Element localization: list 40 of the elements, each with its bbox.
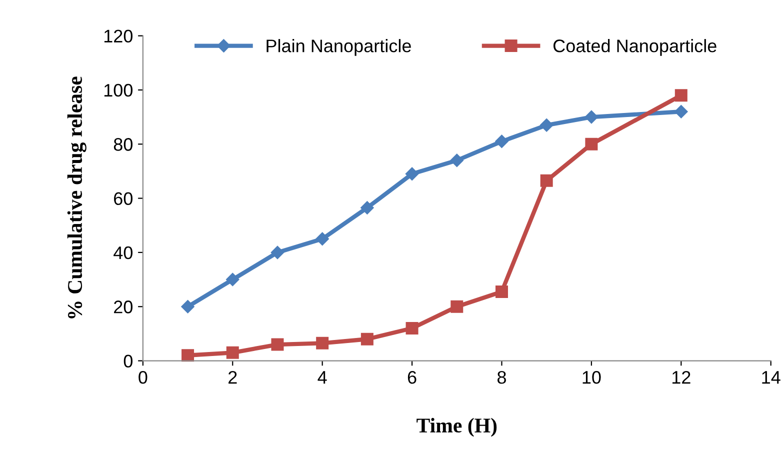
x-tick-label: 14 <box>762 371 780 384</box>
point <box>584 110 598 124</box>
point <box>226 346 239 359</box>
point <box>674 89 688 102</box>
point <box>316 232 329 246</box>
y-tick-label: 0 <box>124 354 132 368</box>
point <box>271 338 284 351</box>
point <box>674 105 688 118</box>
x-tick-label: 6 <box>408 370 416 384</box>
y-tick-label: 20 <box>114 300 132 314</box>
point <box>181 300 194 314</box>
legend-label: Coated Nanoparticle <box>553 39 716 56</box>
x-tick-label: 10 <box>582 370 601 384</box>
x-tick-label: 12 <box>672 370 690 384</box>
point <box>450 154 464 167</box>
y-tick-label: 100 <box>104 84 132 97</box>
point <box>540 118 554 132</box>
x-tick-label: 2 <box>228 370 237 384</box>
point <box>495 285 508 298</box>
point <box>495 134 508 148</box>
point <box>585 138 598 150</box>
point <box>406 322 418 335</box>
point <box>360 201 374 214</box>
point <box>360 332 374 346</box>
point <box>540 174 553 187</box>
x-tick-label: 0 <box>138 370 148 384</box>
point <box>316 336 329 350</box>
y-axis-title: % Cumulative drug release <box>67 76 86 318</box>
point <box>226 272 240 286</box>
x-axis-title: Time (H) <box>416 418 497 437</box>
x-tick-label: 8 <box>498 370 506 384</box>
y-tick-label: 80 <box>114 138 132 151</box>
y-tick-label: 120 <box>104 30 132 43</box>
point <box>450 300 464 313</box>
point <box>405 167 419 181</box>
x-tick-label: 4 <box>318 371 327 384</box>
legend-label: Plain Nanoparticle <box>266 39 411 56</box>
point <box>270 246 284 260</box>
y-tick-label: 40 <box>114 246 132 260</box>
y-tick-label: 60 <box>114 192 132 206</box>
